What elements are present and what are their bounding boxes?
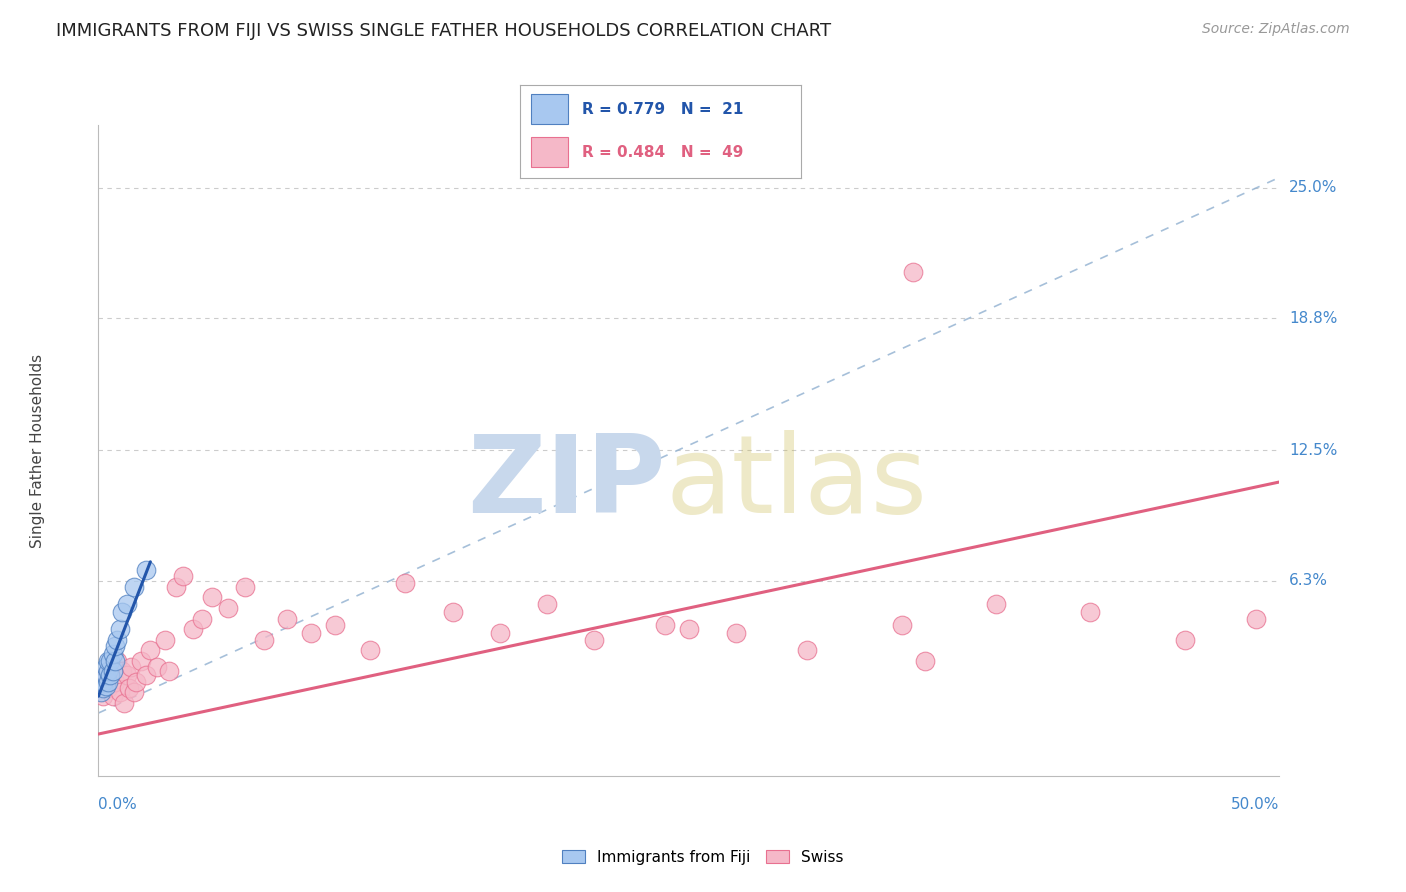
Text: IMMIGRANTS FROM FIJI VS SWISS SINGLE FATHER HOUSEHOLDS CORRELATION CHART: IMMIGRANTS FROM FIJI VS SWISS SINGLE FAT… (56, 22, 831, 40)
Point (125, 674, 148, 689)
Point (115, 668, 138, 682)
Point (97, 653, 120, 667)
Point (129, 653, 152, 667)
Text: 0.0%: 0.0% (98, 797, 138, 812)
Point (135, 563, 157, 577)
Point (90, 685, 112, 699)
Point (97, 674, 120, 689)
Point (94, 679, 117, 693)
Point (97, 681, 120, 695)
Point (914, 653, 936, 667)
Point (253, 632, 276, 647)
Point (94, 668, 117, 682)
Point (101, 664, 124, 678)
Point (94, 660, 117, 674)
Text: 18.8%: 18.8% (1289, 310, 1337, 326)
Point (323, 617, 346, 632)
Point (1244, 611, 1267, 625)
Point (101, 647, 124, 661)
Point (153, 632, 176, 647)
Point (890, 617, 912, 632)
Text: 6.3%: 6.3% (1289, 574, 1327, 588)
Point (489, 626, 512, 640)
Point (98, 664, 121, 678)
Point (796, 643, 818, 657)
Point (654, 617, 676, 632)
Point (146, 660, 169, 674)
Point (91, 674, 114, 689)
Point (984, 597, 1007, 611)
Text: Source: ZipAtlas.com: Source: ZipAtlas.com (1202, 22, 1350, 37)
Point (104, 653, 127, 667)
Point (233, 580, 256, 594)
Point (122, 685, 145, 699)
Point (115, 597, 138, 611)
Point (725, 626, 748, 640)
Point (118, 681, 141, 695)
Point (903, 265, 925, 279)
Point (191, 611, 214, 625)
Point (172, 569, 194, 583)
Point (98, 668, 121, 682)
Text: R = 0.484   N =  49: R = 0.484 N = 49 (582, 145, 744, 160)
Point (299, 626, 322, 640)
Point (101, 690, 124, 704)
Legend: Immigrants from Fiji, Swiss: Immigrants from Fiji, Swiss (557, 844, 849, 871)
Text: ZIP: ZIP (467, 430, 665, 536)
Point (91, 681, 114, 695)
Point (98, 653, 121, 667)
Bar (531, 95, 568, 124)
Point (201, 591, 224, 605)
Text: 25.0%: 25.0% (1289, 180, 1337, 195)
Text: 50.0%: 50.0% (1232, 797, 1279, 812)
Point (112, 696, 135, 710)
Point (165, 580, 187, 594)
Point (181, 622, 204, 636)
Point (157, 664, 180, 678)
Point (105, 653, 128, 667)
Point (139, 643, 162, 657)
Point (583, 632, 606, 647)
Point (90, 674, 112, 689)
Point (94, 668, 117, 682)
Text: Single Father Households: Single Father Households (30, 353, 45, 548)
Point (111, 664, 134, 678)
Point (135, 668, 157, 682)
Point (276, 611, 298, 625)
Point (108, 622, 131, 636)
Point (441, 605, 464, 619)
Point (678, 622, 700, 636)
Point (91, 690, 114, 704)
Point (104, 639, 127, 653)
Point (121, 660, 143, 674)
Point (111, 605, 134, 619)
Point (97, 664, 120, 678)
Point (105, 632, 128, 647)
Point (536, 597, 558, 611)
Text: R = 0.779   N =  21: R = 0.779 N = 21 (582, 102, 744, 117)
Text: 12.5%: 12.5% (1289, 443, 1337, 458)
Point (217, 601, 239, 615)
Point (1174, 632, 1197, 647)
Bar (531, 137, 568, 167)
Point (359, 643, 381, 657)
Point (104, 674, 127, 689)
Point (394, 575, 416, 590)
Point (122, 580, 145, 594)
Point (108, 685, 131, 699)
Text: atlas: atlas (665, 430, 928, 536)
Point (1080, 605, 1102, 619)
